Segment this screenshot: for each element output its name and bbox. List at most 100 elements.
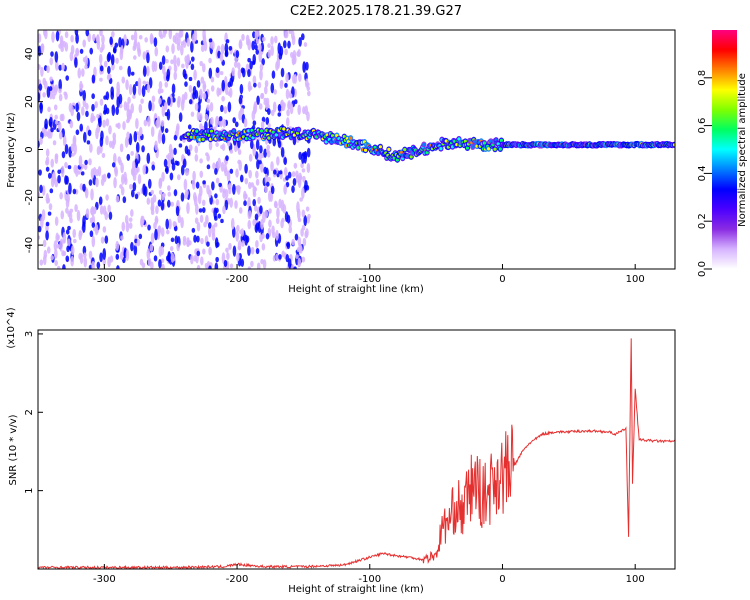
spectrogram-noise-blob <box>198 208 203 213</box>
spectrogram-noise-blob <box>217 213 222 219</box>
spectrogram-noise-blob <box>96 113 100 119</box>
spectrogram-noise-blob <box>87 129 92 137</box>
spectrogram-noise-blob <box>267 123 271 128</box>
spectrogram-noise-blob <box>220 161 225 172</box>
spectrogram-noise-blob <box>201 199 206 207</box>
spectrogram-noise-blob <box>54 260 58 267</box>
spectrogram-noise-blob <box>100 178 105 186</box>
spectrogram-noise-blob <box>45 166 50 172</box>
spectrogram-noise-blob <box>173 54 177 67</box>
spectrogram-noise-blob <box>161 171 165 182</box>
spectrogram-noise-blob <box>42 239 47 248</box>
spectrogram-noise-blob <box>160 227 165 237</box>
colorbar-gradient <box>712 30 737 269</box>
spectrogram-noise-blob <box>275 61 279 71</box>
spectrogram-noise-blob <box>223 106 228 114</box>
spectrogram-noise-blob <box>284 82 288 88</box>
spectrogram-noise-blob <box>294 233 299 241</box>
spectrogram-noise-blob <box>115 106 119 116</box>
spectrogram-noise-blob <box>130 189 135 198</box>
spectrogram-noise-blob <box>256 159 260 170</box>
spectrogram-noise-blob <box>105 118 110 127</box>
spectrogram-noise-blob <box>140 218 144 228</box>
spectrogram-noise-blob <box>259 205 263 215</box>
spectrogram-noise-blob <box>259 68 263 81</box>
spectrogram-noise-blob <box>45 148 50 157</box>
spectrogram-noise-blob <box>235 230 240 242</box>
spectrogram-noise-blob <box>208 38 213 43</box>
spectrogram-noise-blob <box>38 92 41 103</box>
spectrogram-noise-blob <box>215 116 219 128</box>
top-x-tick-label: -300 <box>93 274 116 285</box>
spectrogram-noise-blob <box>259 63 264 71</box>
spectrogram-noise-blob <box>116 96 121 109</box>
spectrogram-noise-blob <box>118 37 122 48</box>
bottom-x-tick-label: 100 <box>626 574 645 585</box>
spectrogram-noise-blob <box>295 254 299 259</box>
spectrogram-noise-blob <box>65 175 69 185</box>
spectrogram-noise-blob <box>88 179 93 186</box>
colorbar-label: Normalized spectral amplitude <box>737 73 748 227</box>
spectrogram-noise-blob <box>65 229 70 235</box>
spectrogram-noise-blob <box>176 242 180 252</box>
spectrogram-noise-blob <box>169 148 174 160</box>
spectrogram-noise-blob <box>47 128 51 139</box>
spectrogram-signal-core <box>499 138 504 143</box>
chart-title: C2E2.2025.178.21.39.G27 <box>290 4 462 19</box>
spectrogram-noise-blob <box>226 252 230 260</box>
spectrogram-noise-blob <box>127 65 131 77</box>
spectrogram-noise-blob <box>75 102 79 113</box>
spectrogram-noise-blob <box>296 50 300 57</box>
spectrogram-noise-blob <box>86 140 91 145</box>
spectrogram-noise-blob <box>233 61 238 68</box>
spectrogram-noise-blob <box>150 35 154 44</box>
spectrogram-noise-blob <box>247 57 251 63</box>
spectrogram-noise-blob <box>287 258 292 269</box>
spectrogram-noise-blob <box>38 169 42 176</box>
spectrogram-noise-blob <box>277 112 282 117</box>
spectrogram-noise-blob <box>298 36 302 47</box>
spectrogram-noise-blob <box>188 144 193 152</box>
spectrogram-noise-blob <box>206 164 211 170</box>
spectrogram-noise-blob <box>265 233 270 240</box>
spectrogram-noise-blob <box>115 240 120 251</box>
spectrogram-noise-blob <box>199 123 203 130</box>
spectrogram-noise-blob <box>133 30 138 43</box>
spectrogram-noise-blob <box>64 31 69 39</box>
spectrogram-noise-blob <box>73 238 77 244</box>
spectrogram-signal-core <box>271 130 275 134</box>
spectrogram-noise-blob <box>193 234 197 243</box>
spectrogram-noise-blob <box>38 192 41 198</box>
spectrogram-signal-core <box>232 129 236 133</box>
spectrogram-noise-blob <box>60 39 64 49</box>
spectrogram-noise-blob <box>247 38 252 51</box>
spectrogram-noise-blob <box>122 120 126 131</box>
spectrogram-noise-blob <box>254 213 259 221</box>
spectrogram-noise-blob <box>97 165 102 177</box>
spectrogram-noise-blob <box>66 245 70 253</box>
spectrogram-noise-blob <box>131 160 136 171</box>
spectrogram-noise-blob <box>196 250 201 257</box>
spectrogram-noise-blob <box>58 79 62 91</box>
spectrogram-noise-blob <box>40 216 44 229</box>
spectrogram-noise-blob <box>164 128 169 134</box>
spectrogram-noise-blob <box>212 162 216 170</box>
spectrogram-noise-blob <box>136 238 141 247</box>
spectrogram-noise-blob <box>182 39 187 48</box>
spectrogram-noise-blob <box>270 161 274 172</box>
spectrogram-noise-blob <box>271 70 276 79</box>
spectrogram-noise-blob <box>84 55 89 67</box>
spectrogram-noise-blob <box>184 55 188 63</box>
spectrogram-noise-blob <box>82 221 86 233</box>
spectrogram-noise-blob <box>304 78 309 88</box>
spectrogram-noise-blob <box>214 237 219 249</box>
colorbar-ticks: 0.0 0.2 0.4 0.6 0.8 <box>697 70 712 277</box>
spectrogram-noise-blob <box>45 159 49 166</box>
spectrogram-noise-blob <box>73 164 77 174</box>
spectrogram-noise-blob <box>196 80 201 88</box>
spectrogram-noise-blob <box>258 103 263 110</box>
spectrogram-noise-blob <box>194 89 199 99</box>
spectrogram-noise-blob <box>206 98 211 104</box>
